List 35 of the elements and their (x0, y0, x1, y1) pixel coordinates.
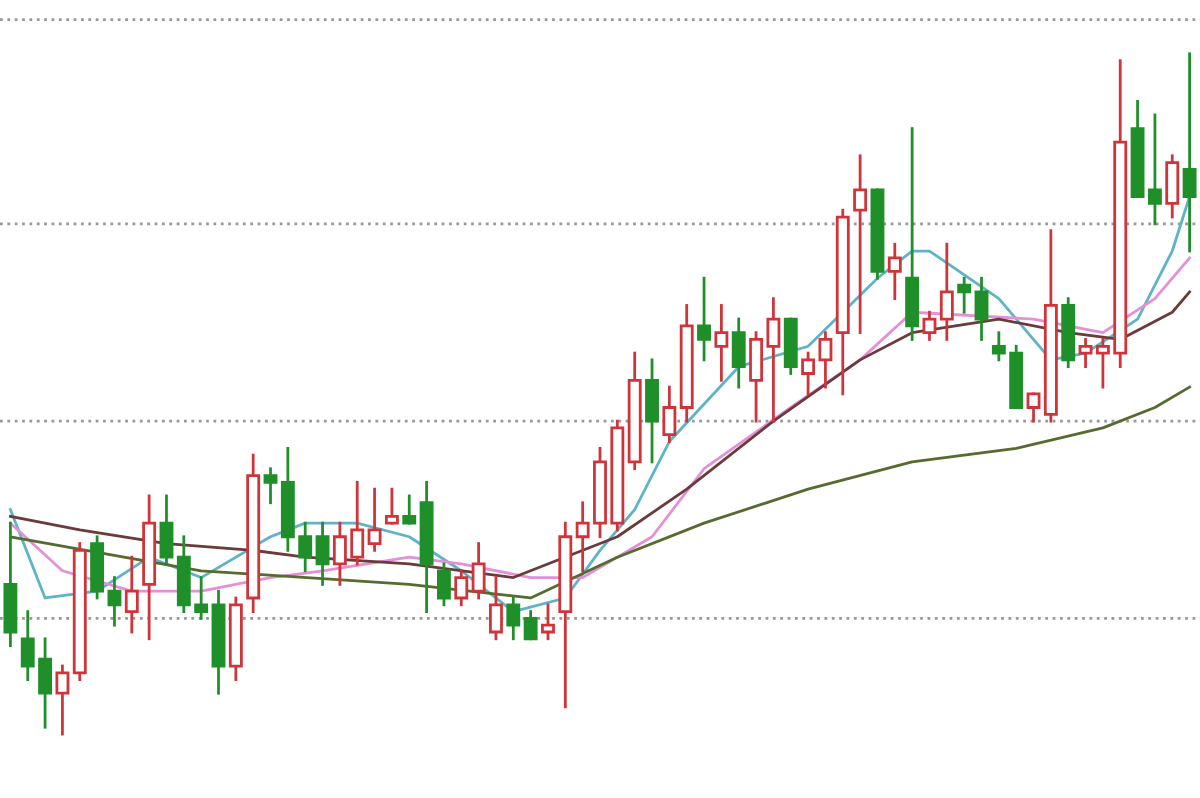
candlestick (124, 555, 139, 634)
candlestick (939, 242, 954, 341)
candlestick (905, 127, 920, 341)
candlestick (731, 317, 746, 389)
candlestick (523, 610, 538, 641)
candlestick (1165, 154, 1180, 219)
candlestick (957, 276, 972, 314)
candlestick (263, 467, 278, 505)
candlestick (402, 494, 417, 525)
candlestick (315, 521, 330, 586)
candlestick (853, 154, 868, 335)
candlestick (107, 576, 122, 627)
candlestick (1026, 392, 1041, 423)
candlestick (714, 304, 729, 382)
candlestick (471, 542, 486, 600)
candlestick (367, 487, 382, 552)
candlestick (454, 569, 469, 607)
candlestick (887, 242, 902, 301)
candlestick (3, 521, 18, 647)
candlestick (489, 576, 503, 641)
candlestick (783, 317, 798, 375)
candlestick (436, 562, 451, 607)
candlestick (645, 358, 659, 464)
candlestick (55, 664, 70, 736)
candlestick (159, 494, 174, 566)
candlestick (90, 535, 105, 600)
candlestick (974, 276, 989, 341)
candlestick (1182, 52, 1197, 253)
candlestick (662, 385, 677, 443)
candlestick (697, 276, 711, 362)
candlestick (922, 310, 937, 341)
candlestick (541, 603, 555, 641)
candlestick (1078, 338, 1093, 369)
candlestick (384, 487, 399, 525)
candlestick (506, 596, 521, 641)
